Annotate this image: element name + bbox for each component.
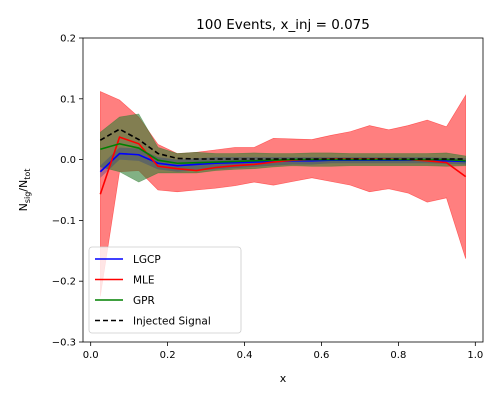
y-label-num-sub: sig [23, 192, 32, 203]
y-tick-label: −0.1 [52, 216, 76, 227]
x-axis-label: x [280, 372, 287, 385]
x-tick-label: 0.6 [314, 350, 330, 361]
y-tick-label: −0.2 [52, 277, 76, 288]
y-axis-label: Nsig/Ntot [17, 169, 32, 212]
band-mle [100, 91, 466, 297]
y-tick-label: 0.2 [60, 34, 76, 45]
legend-label: GPR [133, 295, 155, 307]
legend: LGCP MLE GPR Injected Signal [88, 246, 242, 334]
chart-title: 100 Events, x_inj = 0.075 [196, 17, 370, 33]
axis-ticks: 0.0 0.2 0.4 0.6 0.8 1.0 −0.3 −0.2 −0.1 0.0 0.1 0.2 [52, 34, 484, 362]
y-label-num: N [17, 203, 30, 211]
plot-area [99, 91, 467, 297]
y-tick-label: −0.3 [52, 338, 76, 349]
y-tick-label: 0.0 [60, 155, 76, 166]
x-tick-label: 0.0 [83, 350, 99, 361]
legend-label: Injected Signal [133, 316, 211, 328]
x-tick-label: 0.8 [390, 350, 406, 361]
x-tick-label: 1.0 [467, 350, 483, 361]
legend-box [88, 246, 242, 334]
legend-label: LGCP [133, 254, 161, 266]
x-tick-label: 0.4 [237, 350, 253, 361]
legend-label: MLE [133, 275, 155, 287]
y-tick-label: 0.1 [60, 94, 76, 105]
y-label-den: N [17, 180, 30, 188]
axes-frame [82, 37, 484, 343]
x-tick-label: 0.2 [160, 350, 176, 361]
y-label-den-sub: tot [23, 169, 32, 180]
series-line-injected-signal [99, 128, 466, 160]
